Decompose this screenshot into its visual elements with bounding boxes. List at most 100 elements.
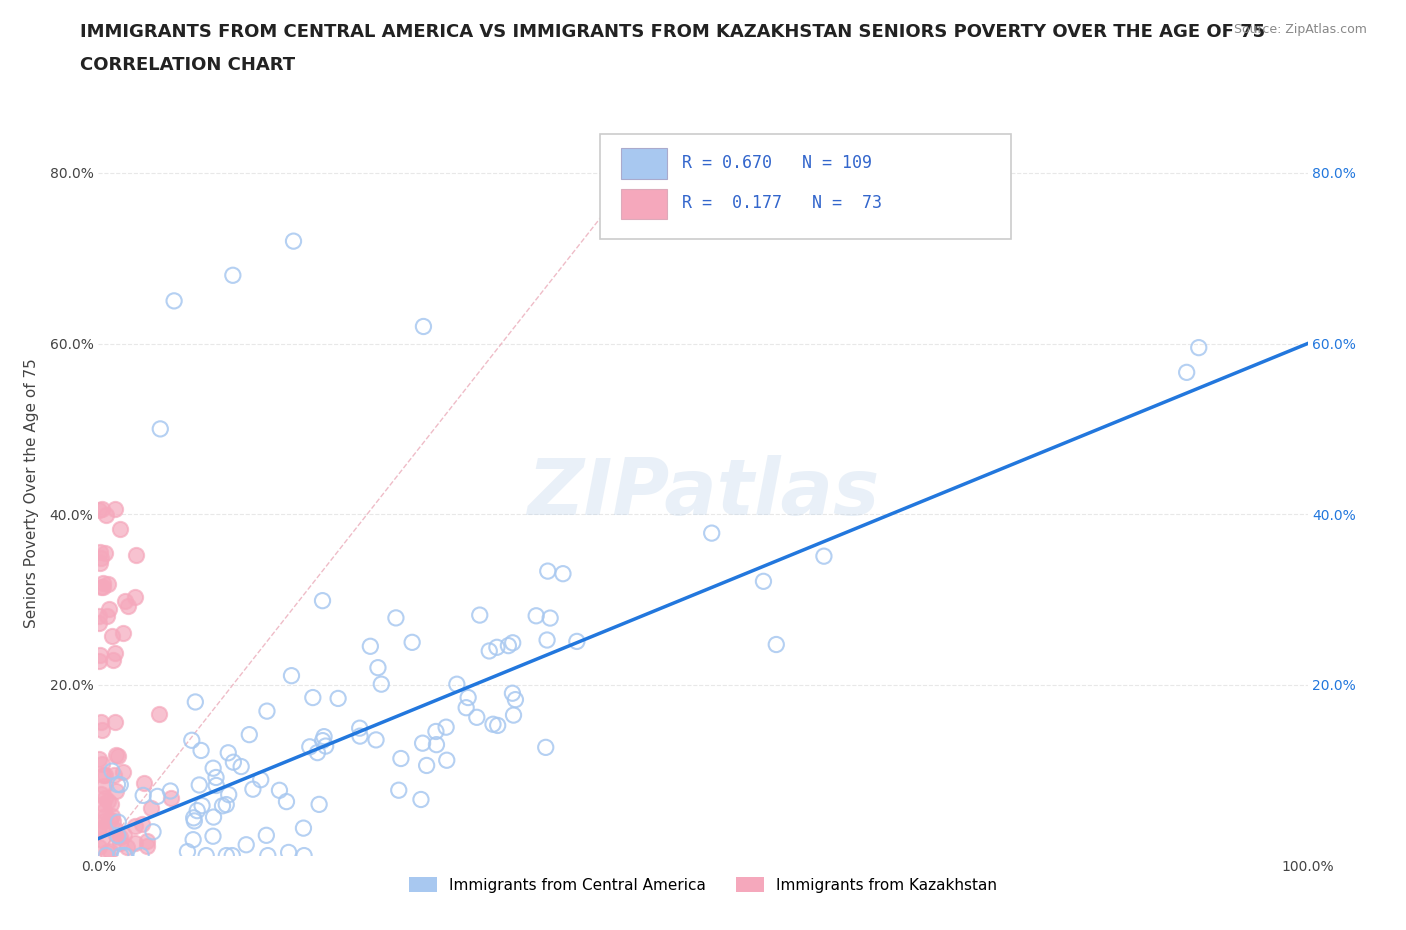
Point xyxy=(195,848,218,863)
Point xyxy=(105,784,128,799)
Point xyxy=(98,813,121,828)
Point xyxy=(89,647,111,662)
Point xyxy=(96,608,118,623)
Point xyxy=(96,844,118,859)
Point xyxy=(277,845,299,860)
Point xyxy=(131,817,153,831)
Point xyxy=(505,692,527,707)
Point xyxy=(367,660,389,675)
Point xyxy=(104,748,127,763)
Point xyxy=(283,233,305,248)
Point xyxy=(537,564,560,578)
Point xyxy=(359,639,381,654)
Point xyxy=(101,652,124,667)
Point xyxy=(752,574,775,589)
Point xyxy=(108,836,131,851)
Point xyxy=(388,783,411,798)
Point xyxy=(1175,365,1198,379)
Point xyxy=(89,555,111,570)
Point xyxy=(125,548,148,563)
Point xyxy=(308,797,330,812)
Legend: Immigrants from Central America, Immigrants from Kazakhstan: Immigrants from Central America, Immigra… xyxy=(404,871,1002,898)
Point xyxy=(107,829,129,844)
Point xyxy=(93,814,115,829)
Point xyxy=(401,635,423,650)
Point xyxy=(110,830,132,844)
Point xyxy=(93,545,115,560)
Point xyxy=(269,783,291,798)
Point xyxy=(276,794,298,809)
Point xyxy=(87,503,110,518)
Point xyxy=(100,796,122,811)
Point xyxy=(107,777,129,792)
Point xyxy=(103,768,125,783)
Point xyxy=(498,638,520,653)
Point xyxy=(160,790,183,805)
Point xyxy=(87,823,110,838)
Point xyxy=(91,723,114,737)
Point xyxy=(91,576,114,591)
Point xyxy=(91,757,114,772)
Point xyxy=(104,646,127,661)
Point xyxy=(136,839,159,854)
Point xyxy=(238,727,260,742)
Point xyxy=(103,814,125,829)
Point xyxy=(256,704,278,719)
Point xyxy=(146,789,169,804)
Point xyxy=(104,501,127,516)
Point xyxy=(97,577,120,591)
Point xyxy=(114,848,136,863)
Point xyxy=(159,784,181,799)
Point xyxy=(115,839,138,854)
Text: CORRELATION CHART: CORRELATION CHART xyxy=(80,56,295,73)
Point xyxy=(111,764,134,779)
Point xyxy=(163,294,186,309)
Point xyxy=(105,823,128,838)
Point xyxy=(90,580,112,595)
Point xyxy=(311,733,333,748)
Point xyxy=(124,836,146,851)
Point xyxy=(201,829,224,844)
Point xyxy=(89,545,111,560)
Point xyxy=(551,566,574,581)
Point xyxy=(149,421,172,436)
Point xyxy=(184,695,207,710)
Bar xyxy=(621,149,666,179)
Point xyxy=(534,740,557,755)
Point xyxy=(1188,340,1211,355)
Point xyxy=(142,824,165,839)
Point xyxy=(409,792,432,807)
Point xyxy=(129,848,152,863)
Point xyxy=(765,637,787,652)
Point xyxy=(101,629,124,644)
Point xyxy=(183,810,205,825)
Point xyxy=(249,772,271,787)
Point xyxy=(326,691,349,706)
Point xyxy=(101,808,124,823)
Point xyxy=(425,737,447,752)
Point xyxy=(415,758,437,773)
Point xyxy=(565,634,588,649)
Point xyxy=(139,801,162,816)
Text: R =  0.177   N =  73: R = 0.177 N = 73 xyxy=(682,194,883,212)
Point xyxy=(91,767,114,782)
Point xyxy=(501,685,523,700)
Point xyxy=(349,729,371,744)
Point xyxy=(107,815,129,830)
Point xyxy=(465,710,488,724)
Point xyxy=(91,819,114,834)
Point xyxy=(425,724,447,739)
Point xyxy=(89,840,111,855)
Point xyxy=(364,733,387,748)
Point xyxy=(315,738,337,753)
Point xyxy=(112,848,135,863)
Point xyxy=(114,593,136,608)
Point xyxy=(211,798,233,813)
Point xyxy=(231,759,253,774)
Text: Source: ZipAtlas.com: Source: ZipAtlas.com xyxy=(1233,23,1367,36)
Point xyxy=(298,739,321,754)
Point xyxy=(117,598,139,613)
Point xyxy=(89,654,111,669)
Point xyxy=(96,848,118,863)
Point xyxy=(218,787,240,802)
